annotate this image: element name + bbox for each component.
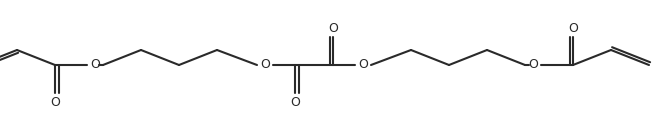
Text: O: O <box>328 21 338 34</box>
Text: O: O <box>50 95 60 108</box>
Text: O: O <box>358 59 368 72</box>
Text: O: O <box>290 95 300 108</box>
Text: O: O <box>260 59 270 72</box>
Text: O: O <box>528 59 538 72</box>
Text: O: O <box>568 21 578 34</box>
Text: O: O <box>90 59 100 72</box>
